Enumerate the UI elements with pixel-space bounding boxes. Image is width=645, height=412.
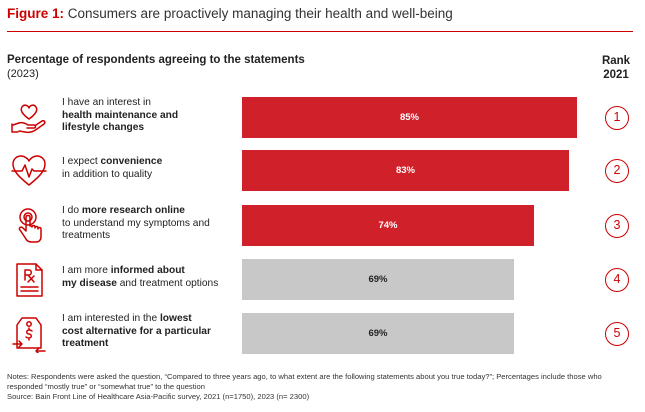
bar-mark: 69% <box>242 313 514 354</box>
rank-header-year: 2021 <box>603 69 629 81</box>
row-statement: I have an interest in health maintenance… <box>62 97 237 135</box>
prescription-icon <box>9 261 49 299</box>
bar-value-label: 83% <box>395 165 415 176</box>
statement-line: I am more <box>62 265 111 276</box>
heartbeat-icon <box>9 152 49 190</box>
price-tag-icon <box>9 315 49 353</box>
statement-line: I do <box>62 205 82 216</box>
hand-heart-icon <box>9 99 49 137</box>
chart-row: I do more research online to understand … <box>0 205 645 246</box>
statement-emphasis: health maintenance and <box>62 109 179 121</box>
row-statement: I am interested in the lowest cost alter… <box>62 313 237 351</box>
row-statement: I do more research online to understand … <box>62 205 237 243</box>
bar-value-label: 85% <box>399 112 419 123</box>
row-statement: I am more informed about my disease and … <box>62 265 237 290</box>
bar-value-label: 74% <box>378 220 398 231</box>
statement-line: in addition to quality <box>62 168 153 180</box>
statement-line: I am interested in the <box>62 313 160 324</box>
statement-emphasis: lifestyle changes <box>62 122 145 133</box>
rank-badge: 1 <box>605 106 629 130</box>
chart-row: I am interested in the lowest cost alter… <box>0 313 645 354</box>
touch-finger-icon <box>9 207 49 245</box>
rank-badge: 4 <box>605 268 629 292</box>
rank-badge: 5 <box>605 322 629 346</box>
statement-line: treatments <box>62 230 111 241</box>
statement-emphasis: more research online <box>81 205 185 216</box>
bar-mark: 83% <box>242 150 569 191</box>
statement-emphasis: treatment <box>62 338 109 349</box>
rank-header-label: Rank <box>601 55 631 67</box>
chart-notes: Notes: Respondents were asked the questi… <box>7 372 639 402</box>
bar-value-label: 69% <box>368 328 388 339</box>
statement-line: to understand my symptoms and <box>62 217 210 229</box>
title-divider <box>7 31 633 32</box>
chart-row: I am more informed about my disease and … <box>0 259 645 300</box>
statement-emphasis: informed about <box>110 265 185 276</box>
bar-mark: 69% <box>242 259 514 300</box>
chart-subtitle: Percentage of respondents agreeing to th… <box>7 54 305 66</box>
statement-line: I have an interest in <box>62 97 151 108</box>
bar-mark: 74% <box>242 205 534 246</box>
source-text: Source: Bain Front Line of Healthcare As… <box>7 392 310 401</box>
statement-emphasis: cost alternative for a particular <box>62 325 211 337</box>
notes-text: Notes: Respondents were asked the questi… <box>7 372 602 391</box>
chart-row: I expect convenience in addition to qual… <box>0 150 645 191</box>
chart-row: I have an interest in health maintenance… <box>0 97 645 138</box>
chart-year: (2023) <box>7 68 39 80</box>
figure-label: Figure 1: <box>7 6 65 21</box>
rank-header: Rank 2021 <box>596 54 636 82</box>
bar-value-label: 69% <box>368 274 388 285</box>
statement-emphasis: my disease <box>62 277 117 289</box>
row-statement: I expect convenience in addition to qual… <box>62 156 237 181</box>
statement-line: and treatment options <box>116 277 219 289</box>
statement-emphasis: lowest <box>159 313 192 324</box>
statement-emphasis: convenience <box>100 156 163 167</box>
figure-title: Figure 1: Consumers are proactively mana… <box>7 6 453 21</box>
rank-badge: 2 <box>605 159 629 183</box>
rank-badge: 3 <box>605 214 629 238</box>
figure-title-text: Consumers are proactively managing their… <box>67 6 453 21</box>
bar-mark: 85% <box>242 97 577 138</box>
statement-line: I expect <box>62 156 101 167</box>
